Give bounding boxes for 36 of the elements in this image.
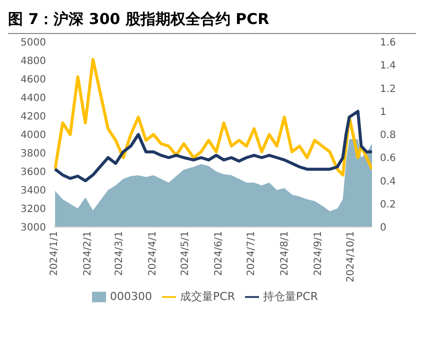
x-tick-label: 2024/10/1 — [345, 231, 356, 282]
x-tick-label: 2024/6/1 — [214, 231, 225, 276]
line-series — [54, 110, 372, 182]
x-tick-label: 2024/7/1 — [246, 231, 257, 276]
y2-tick-label: 0.6 — [380, 153, 396, 164]
y-tick-label: 4200 — [20, 112, 46, 123]
y-tick-label: 3000 — [20, 222, 46, 234]
x-tick-label: 2024/5/1 — [180, 231, 191, 276]
x-tick-label: 2024/4/1 — [148, 231, 159, 276]
x-tick-label: 2024/1/1 — [49, 231, 60, 276]
x-tick-label: 2024/9/1 — [313, 231, 324, 276]
chart-title: 图 7：沪深 300 股指期权全合约 PCR — [8, 8, 416, 34]
y-tick-label: 4600 — [20, 74, 46, 86]
y-tick-label: 5000 — [20, 38, 46, 49]
legend-label: 持仓量PCR — [263, 290, 318, 303]
y2-tick-label: 0.4 — [380, 176, 396, 188]
y2-tick-label: 1.6 — [380, 38, 396, 49]
y-tick-label: 3400 — [20, 186, 46, 197]
y2-tick-label: 1.2 — [380, 84, 396, 95]
legend-label: 000300 — [110, 290, 152, 303]
y2-tick-label: 1 — [380, 106, 386, 118]
y2-tick-label: 0 — [380, 222, 386, 234]
y-tick-label: 4400 — [20, 93, 46, 104]
x-tick-label: 2024/8/1 — [279, 231, 290, 276]
y-tick-label: 4000 — [20, 130, 46, 142]
line-series — [54, 58, 372, 176]
y2-tick-label: 1.4 — [380, 60, 396, 72]
y-tick-label: 4800 — [20, 56, 46, 68]
x-tick-label: 2024/3/1 — [114, 231, 125, 276]
y2-tick-label: 0.8 — [380, 130, 396, 142]
y-tick-label: 3800 — [20, 148, 46, 160]
legend-label: 成交量PCR — [180, 290, 235, 303]
x-tick-label: 2024/2/1 — [82, 231, 94, 276]
y-tick-label: 3600 — [20, 167, 46, 178]
y-tick-label: 3200 — [20, 204, 46, 216]
y2-tick-label: 0.2 — [380, 199, 396, 210]
